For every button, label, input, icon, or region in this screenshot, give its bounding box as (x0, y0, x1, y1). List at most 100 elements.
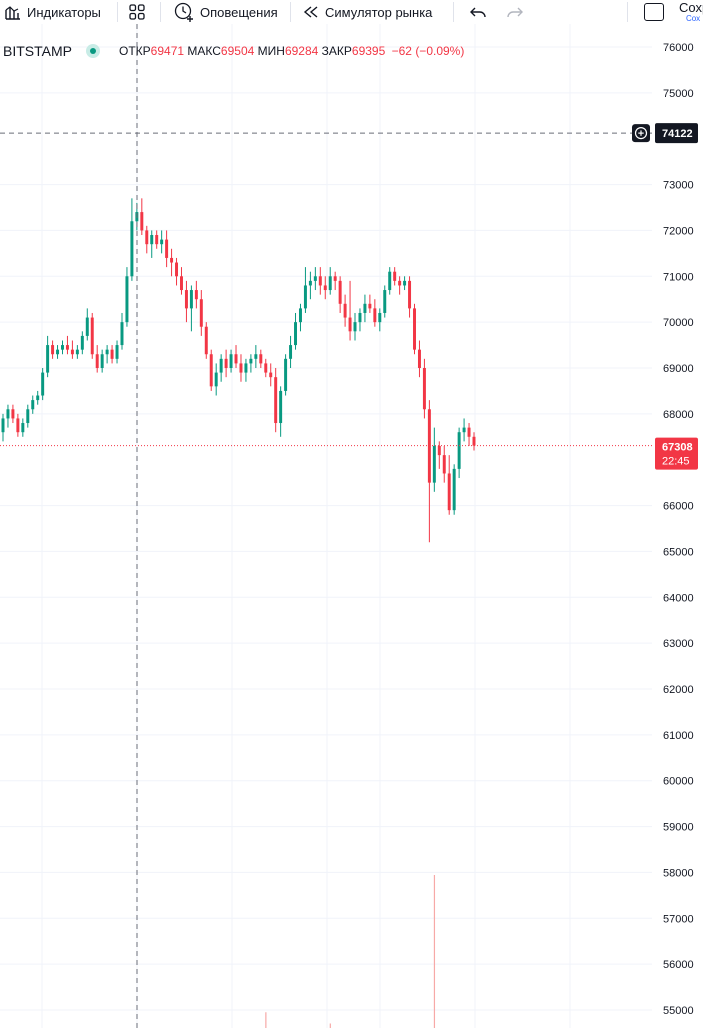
candle-body (145, 230, 149, 245)
candle-body (16, 418, 20, 433)
low-value: 69284 (284, 44, 319, 58)
high-value: 69504 (220, 44, 255, 58)
last-price-label: 67308 (662, 442, 693, 454)
candle-body (318, 276, 322, 286)
candle-body (209, 354, 213, 387)
candle-body (51, 345, 55, 355)
volume-bar (265, 1012, 267, 1028)
candle-body (432, 445, 436, 483)
price-axis-tick-label: 66000 (663, 501, 694, 513)
candle-body (56, 349, 60, 355)
price-axis-tick-label: 62000 (663, 684, 694, 696)
candle-body (125, 276, 129, 323)
market-status-indicator (86, 44, 100, 58)
candle-body (308, 280, 312, 286)
candle-body (189, 290, 193, 309)
price-axis-tick-label: 65000 (663, 546, 694, 558)
candle-body (442, 455, 446, 474)
candle-body (447, 473, 451, 511)
crosshair-price-badge: 74122 (655, 123, 698, 144)
candle-body (323, 285, 327, 291)
candle-body (179, 276, 183, 291)
candle-body (184, 290, 188, 309)
candle-body (467, 427, 471, 437)
candle-body (165, 239, 169, 258)
price-axis-tick-label: 76000 (663, 42, 694, 54)
open-label: ОТКР (119, 44, 151, 58)
high-label: МАКС (187, 44, 221, 58)
candle-body (194, 290, 198, 300)
candle-body (21, 423, 25, 433)
save-label[interactable]: Сохр (679, 0, 703, 15)
replay-label: Симулятор рынка (325, 4, 433, 20)
candle-body (170, 257, 174, 263)
candle-body (70, 349, 74, 355)
redo-button[interactable] (505, 0, 525, 24)
indicators-icon (3, 2, 23, 22)
candle-body (175, 262, 179, 277)
candle-body (348, 317, 352, 332)
candle-body (219, 358, 223, 373)
last-price-badge-bg (655, 437, 698, 470)
candle-body (85, 317, 89, 336)
candle-body (264, 363, 268, 373)
candle-body (204, 326, 208, 355)
templates-button[interactable] (128, 0, 146, 24)
low-label: МИН (257, 44, 285, 58)
candle-body (358, 312, 362, 323)
volume-bar (329, 1023, 331, 1028)
candle-body (130, 221, 134, 277)
candle-body (244, 363, 248, 373)
price-axis-tick-label: 63000 (663, 638, 694, 650)
candle-body (110, 349, 114, 359)
candle-body (413, 308, 416, 350)
candle-body (41, 372, 45, 396)
candlestick-series (1, 198, 476, 543)
alerts-button[interactable]: Оповещения (173, 0, 278, 24)
templates-icon (128, 3, 146, 21)
candle-body (90, 317, 94, 355)
candle-body (75, 349, 79, 355)
candle-body (472, 436, 476, 446)
plus-circle (634, 127, 648, 140)
candle-body (259, 354, 263, 364)
price-chart[interactable]: 76000 75000 73000 72000 71000 70000 69000 68000… (0, 24, 703, 1028)
candle-body (452, 468, 456, 511)
price-axis-tick-label: 73000 (663, 180, 694, 192)
indicators-button[interactable]: Индикаторы (3, 0, 101, 24)
replay-icon (302, 3, 320, 21)
candle-body (368, 303, 372, 309)
symbol-legend: BITSTAMP ОТКР69471 МАКС69504 МИН69284 ЗА… (0, 42, 464, 60)
candle-body (279, 390, 283, 424)
replay-button[interactable]: Симулятор рынка (302, 0, 432, 24)
price-axis[interactable]: 76000 75000 73000 72000 71000 70000 69000 68000… (632, 42, 698, 1017)
save-layout-checkbox[interactable] (644, 3, 664, 21)
candle-body (333, 276, 337, 281)
undo-button[interactable] (468, 0, 488, 24)
market-status-dot (90, 48, 96, 54)
toolbar-divider (627, 2, 628, 22)
price-axis-tick-label: 59000 (663, 822, 694, 834)
candle-body (6, 409, 10, 419)
price-axis-tick-label: 58000 (663, 867, 694, 879)
price-axis-tick-label: 60000 (663, 776, 694, 788)
price-axis-tick-label: 56000 (663, 959, 694, 971)
candle-body (373, 308, 377, 323)
price-axis-tick-label: 61000 (663, 730, 694, 742)
toolbar-divider (290, 2, 291, 22)
candle-body (378, 312, 382, 323)
symbol-name[interactable]: BITSTAMP (3, 43, 72, 59)
candle-body (249, 358, 253, 364)
price-axis-tick-label: 75000 (663, 88, 694, 100)
candle-body (328, 276, 332, 291)
candle-body (120, 322, 124, 346)
candle-body (393, 271, 397, 281)
price-axis-tick-label: 57000 (663, 913, 694, 925)
price-axis-tick-label: 71000 (663, 271, 694, 283)
plus-circle-icon[interactable] (632, 124, 650, 143)
candle-body (338, 280, 342, 304)
candle-body (26, 409, 30, 424)
price-axis-tick-label: 72000 (663, 225, 694, 237)
candle-body (11, 409, 15, 419)
last-price-badge: 67308 22:45 (655, 437, 698, 470)
